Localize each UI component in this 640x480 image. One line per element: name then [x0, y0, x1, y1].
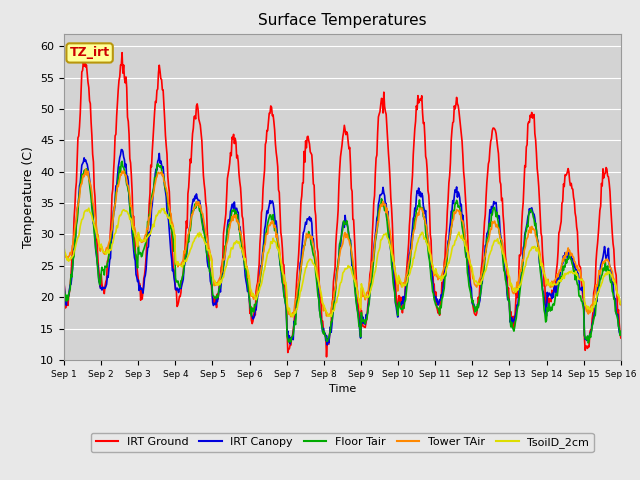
Floor Tair [584, 340, 592, 346]
IRT Canopy [412, 208, 419, 214]
IRT Canopy [70, 246, 78, 252]
Tower TAir [60, 250, 68, 255]
Text: TZ_irt: TZ_irt [70, 47, 109, 60]
TsoilD_2cm [185, 252, 193, 258]
IRT Ground [70, 216, 78, 221]
Line: IRT Ground: IRT Ground [64, 53, 621, 357]
IRT Ground [617, 335, 625, 341]
TsoilD_2cm [214, 282, 222, 288]
Line: Floor Tair: Floor Tair [64, 161, 621, 343]
Tower TAir [128, 209, 136, 215]
TsoilD_2cm [60, 244, 68, 250]
Tower TAir [70, 233, 78, 239]
TsoilD_2cm [617, 301, 625, 307]
IRT Canopy [118, 147, 125, 153]
TsoilD_2cm [70, 248, 78, 254]
TsoilD_2cm [412, 248, 419, 253]
Line: TsoilD_2cm: TsoilD_2cm [64, 208, 621, 317]
Floor Tair [214, 294, 222, 300]
Floor Tair [411, 216, 419, 221]
Floor Tair [118, 158, 126, 164]
IRT Ground [412, 119, 419, 124]
Floor Tair [428, 276, 435, 281]
Y-axis label: Temperature (C): Temperature (C) [22, 146, 35, 248]
Tower TAir [428, 258, 436, 264]
Tower TAir [617, 302, 625, 308]
IRT Ground [118, 50, 126, 56]
IRT Canopy [323, 342, 331, 348]
IRT Ground [185, 184, 193, 190]
TsoilD_2cm [128, 223, 136, 228]
TsoilD_2cm [428, 261, 436, 266]
TsoilD_2cm [85, 205, 93, 211]
Floor Tair [185, 239, 193, 245]
IRT Canopy [185, 233, 193, 239]
Tower TAir [287, 314, 295, 320]
IRT Canopy [428, 268, 436, 274]
Tower TAir [82, 166, 90, 172]
Title: Surface Temperatures: Surface Temperatures [258, 13, 427, 28]
IRT Ground [60, 279, 68, 285]
IRT Canopy [128, 231, 136, 237]
Floor Tair [128, 224, 136, 230]
Tower TAir [412, 219, 419, 225]
X-axis label: Time: Time [329, 384, 356, 394]
IRT Ground [128, 189, 136, 195]
IRT Ground [428, 265, 436, 271]
IRT Canopy [60, 280, 68, 286]
IRT Ground [323, 354, 330, 360]
Floor Tair [617, 329, 625, 335]
Legend: IRT Ground, IRT Canopy, Floor Tair, Tower TAir, TsoilD_2cm: IRT Ground, IRT Canopy, Floor Tair, Towe… [91, 432, 594, 452]
IRT Ground [214, 296, 222, 302]
Floor Tair [70, 253, 78, 259]
IRT Canopy [617, 330, 625, 336]
Line: IRT Canopy: IRT Canopy [64, 150, 621, 345]
Floor Tair [60, 285, 68, 291]
IRT Canopy [214, 295, 222, 300]
Tower TAir [185, 231, 193, 237]
Line: Tower TAir: Tower TAir [64, 169, 621, 317]
TsoilD_2cm [289, 314, 296, 320]
Tower TAir [214, 278, 222, 284]
